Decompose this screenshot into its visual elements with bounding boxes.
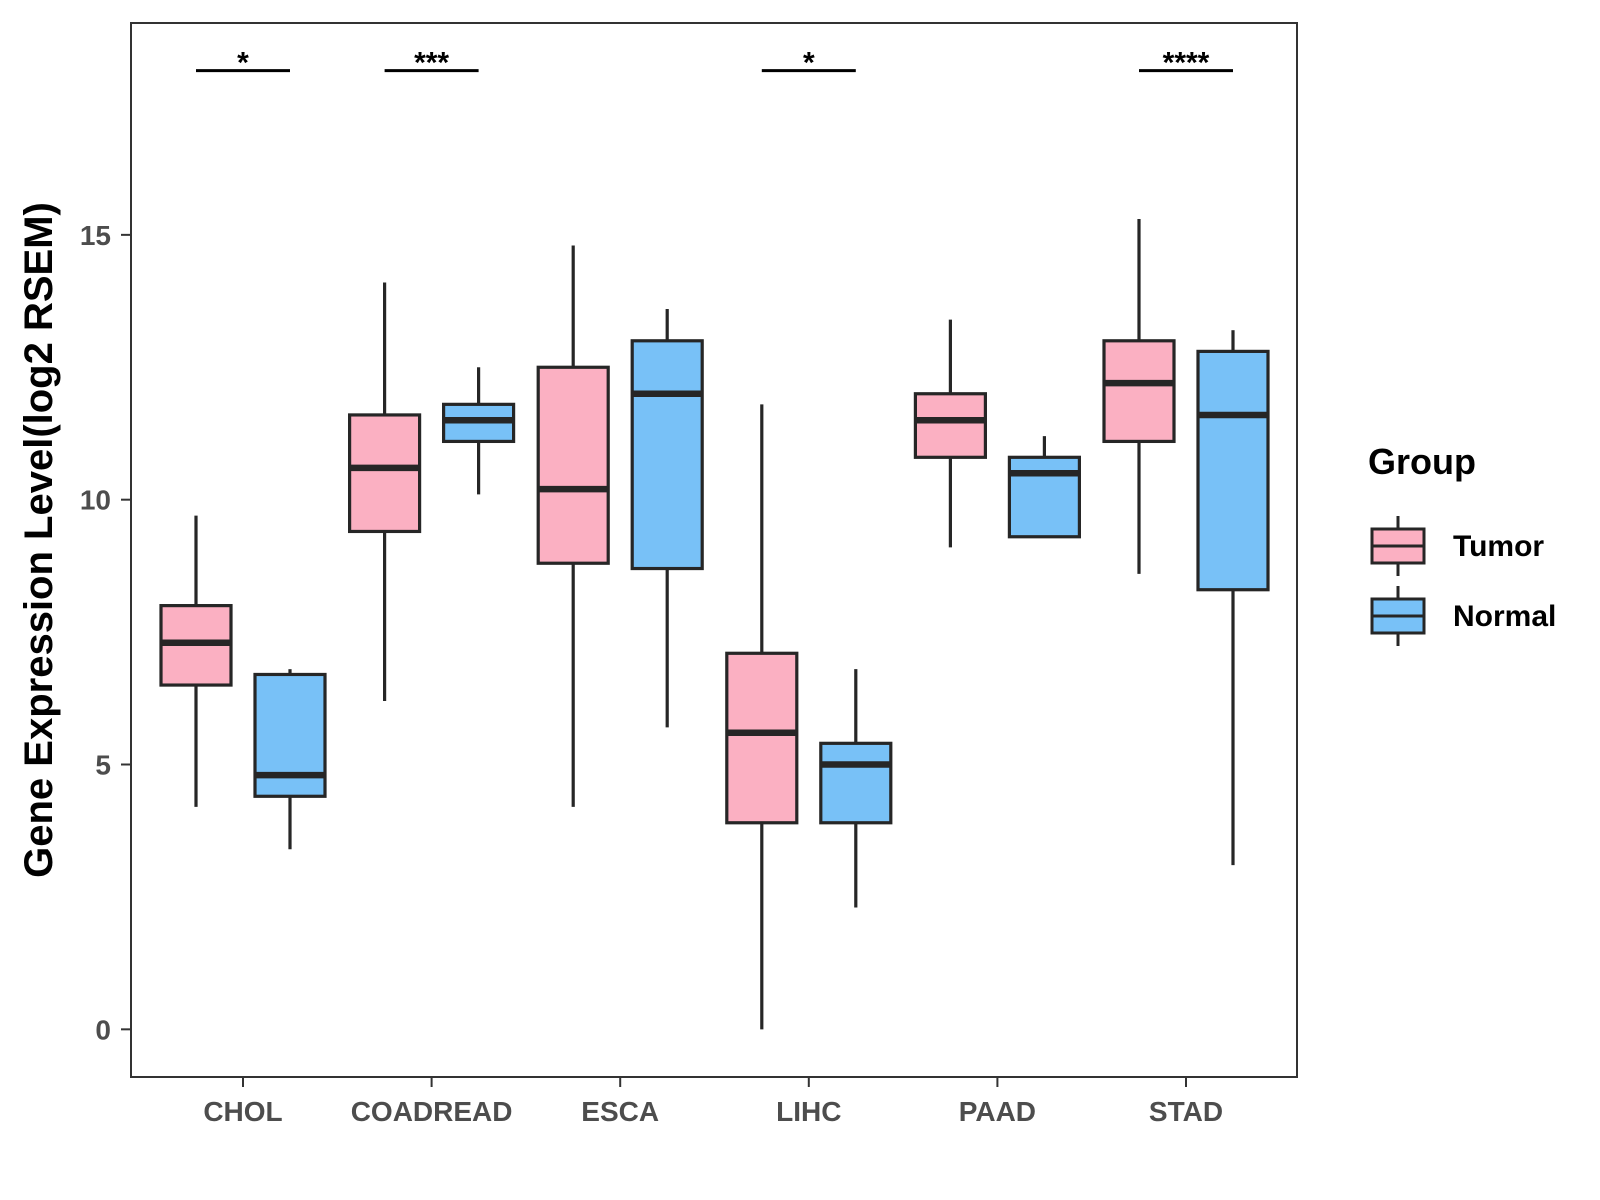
sig-bracket-lihc: *: [761, 47, 856, 80]
box-tumor-chol: [159, 515, 233, 807]
boxes: [159, 218, 1270, 1030]
box-body: [913, 392, 988, 459]
box-body: [819, 741, 893, 825]
x-tick-label: COADREAD: [351, 1096, 513, 1127]
box-normal-coadread: [442, 367, 516, 495]
y-tick-label: 10: [80, 485, 111, 516]
box-body: [536, 365, 610, 565]
box-tumor-stad: [1102, 218, 1176, 574]
x-tick-label: STAD: [1149, 1096, 1223, 1127]
sig-bracket-chol: *: [196, 47, 290, 80]
sig-bracket-coadread: ***: [384, 47, 479, 80]
legend-item-tumor: Tumor: [1370, 516, 1544, 576]
axes: 0 5 10 15 CHOL COADREAD ESCA LIHC PAAD STAD Gene E…: [17, 202, 1223, 1127]
x-tick-label: ESCA: [581, 1096, 659, 1127]
box-normal-paad: [1007, 436, 1082, 539]
box-normal-lihc: [819, 669, 893, 908]
box-tumor-esca: [536, 245, 610, 807]
legend-label: Normal: [1453, 600, 1556, 633]
box-body: [1007, 455, 1082, 539]
panel-border: [130, 22, 1298, 1078]
box-tumor-coadread: [348, 282, 422, 701]
box-normal-esca: [630, 309, 704, 728]
box-body: [348, 413, 422, 534]
box-body: [1196, 349, 1270, 592]
sig-label: ***: [414, 47, 449, 80]
box-normal-stad: [1196, 330, 1270, 866]
y-axis-title: Gene Expression Level(log2 RSEM): [17, 202, 61, 878]
box-body: [1102, 339, 1176, 444]
y-tick-label: 5: [95, 750, 111, 781]
x-tick-label: LIHC: [776, 1096, 841, 1127]
box-tumor-paad: [913, 319, 988, 548]
box-tumor-lihc: [725, 404, 799, 1030]
sig-label: ****: [1163, 47, 1210, 80]
y-tick-label: 15: [80, 220, 111, 251]
box-body: [725, 651, 799, 825]
legend-item-normal: Normal: [1370, 586, 1556, 646]
sig-label: *: [803, 47, 815, 80]
legend-title: Group: [1368, 441, 1476, 482]
sig-bracket-stad: ****: [1139, 47, 1233, 80]
significance-annotations: * *** * ****: [196, 47, 1233, 80]
box-body: [630, 339, 704, 571]
plot-panel: [130, 22, 1298, 1078]
y-tick-label: 0: [95, 1014, 111, 1045]
sig-label: *: [237, 47, 249, 80]
box-normal-chol: [253, 669, 327, 850]
legend-label: Tumor: [1453, 530, 1544, 563]
x-tick-label: PAAD: [959, 1096, 1036, 1127]
legend: Group Tumor Normal: [1368, 441, 1556, 646]
x-tick-label: CHOL: [203, 1096, 282, 1127]
